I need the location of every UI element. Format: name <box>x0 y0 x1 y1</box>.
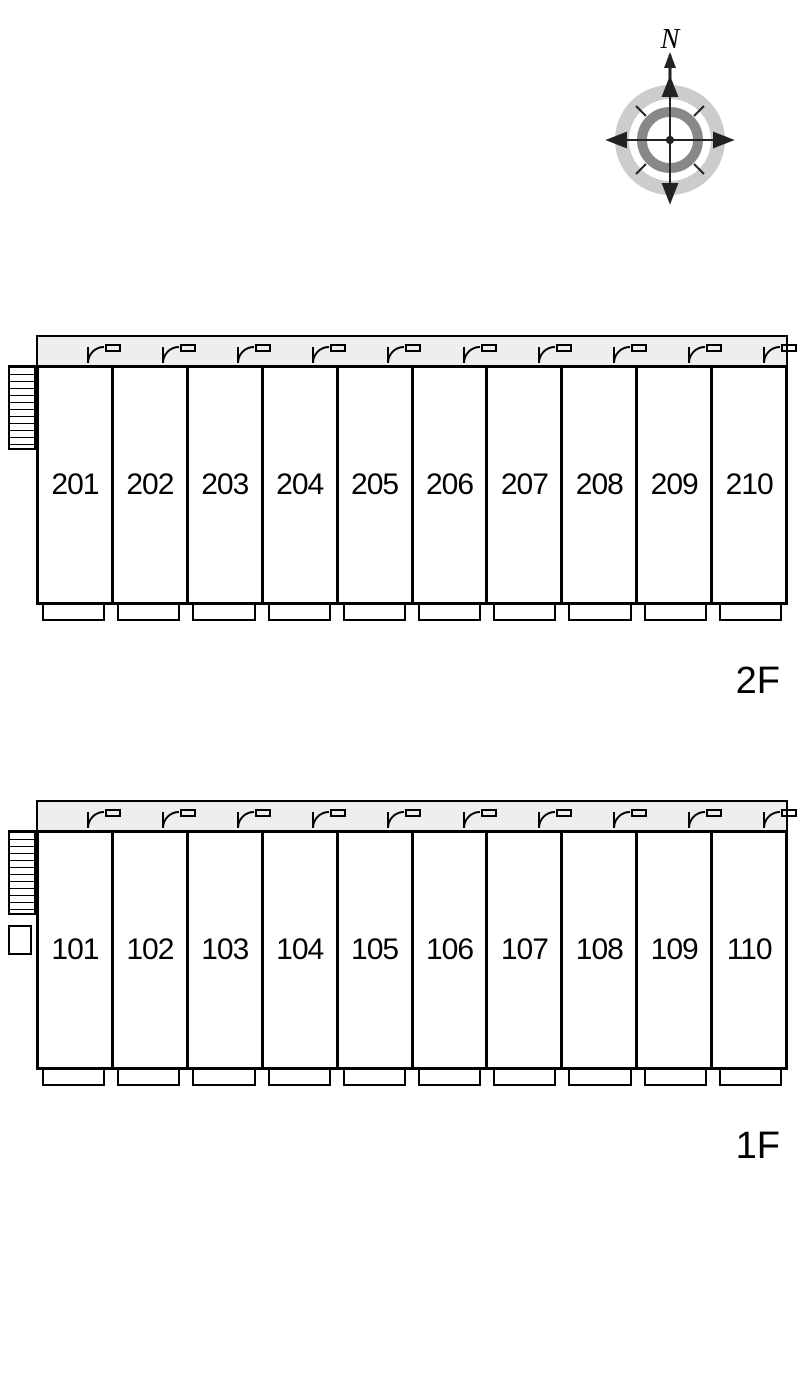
unit-label: 104 <box>276 933 323 967</box>
unit-209: 209 <box>635 365 710 605</box>
unit-206: 206 <box>411 365 486 605</box>
door-icon <box>743 341 800 367</box>
unit-203: 203 <box>186 365 261 605</box>
door-icon <box>66 341 141 367</box>
unit-label: 204 <box>276 468 323 502</box>
unit-label: 210 <box>726 468 773 502</box>
balcony <box>186 1070 261 1088</box>
unit-label: 105 <box>351 933 398 967</box>
door-icon <box>442 806 517 832</box>
unit-label: 108 <box>576 933 623 967</box>
door-icon <box>442 341 517 367</box>
unit-107: 107 <box>485 830 560 1070</box>
unit-207: 207 <box>485 365 560 605</box>
compass-north-label: N <box>660 24 681 55</box>
floor-label-1f: 1F <box>736 1125 780 1168</box>
balcony <box>713 605 788 623</box>
floor-label-2f: 2F <box>736 660 780 703</box>
corridor-2f <box>36 335 788 365</box>
unit-label: 103 <box>201 933 248 967</box>
unit-110: 110 <box>710 830 788 1070</box>
balcony <box>412 1070 487 1088</box>
balcony <box>337 605 412 623</box>
door-icon <box>216 806 291 832</box>
door-icon <box>367 341 442 367</box>
balcony-row-1f <box>36 1070 788 1088</box>
unit-label: 201 <box>51 468 98 502</box>
unit-label: 203 <box>201 468 248 502</box>
floor-plan-2f: 201 202 203 204 205 206 207 208 209 210 <box>8 335 788 623</box>
unit-103: 103 <box>186 830 261 1070</box>
unit-label: 205 <box>351 468 398 502</box>
entry-box-icon <box>8 925 32 955</box>
unit-label: 106 <box>426 933 473 967</box>
door-icon <box>668 341 743 367</box>
unit-105: 105 <box>336 830 411 1070</box>
door-icon <box>668 806 743 832</box>
balcony <box>638 605 713 623</box>
unit-208: 208 <box>560 365 635 605</box>
door-icon <box>517 806 592 832</box>
balcony <box>562 605 637 623</box>
unit-104: 104 <box>261 830 336 1070</box>
unit-106: 106 <box>411 830 486 1070</box>
door-icon <box>66 806 141 832</box>
door-icon <box>592 806 667 832</box>
unit-label: 109 <box>651 933 698 967</box>
balcony <box>487 1070 562 1088</box>
balcony <box>36 605 111 623</box>
balcony <box>262 1070 337 1088</box>
balcony <box>111 1070 186 1088</box>
unit-label: 206 <box>426 468 473 502</box>
units-row-1f: 101 102 103 104 105 106 107 108 109 110 <box>36 830 788 1070</box>
balcony-row-2f <box>36 605 788 623</box>
balcony <box>487 605 562 623</box>
door-icon <box>292 341 367 367</box>
door-icon <box>292 806 367 832</box>
unit-205: 205 <box>336 365 411 605</box>
unit-201: 201 <box>36 365 111 605</box>
balcony <box>111 605 186 623</box>
unit-202: 202 <box>111 365 186 605</box>
unit-label: 202 <box>126 468 173 502</box>
compass-rose: N <box>590 20 750 220</box>
door-icon <box>141 806 216 832</box>
door-icon <box>517 341 592 367</box>
unit-108: 108 <box>560 830 635 1070</box>
balcony <box>562 1070 637 1088</box>
unit-label: 209 <box>651 468 698 502</box>
balcony <box>262 605 337 623</box>
unit-109: 109 <box>635 830 710 1070</box>
unit-210: 210 <box>710 365 788 605</box>
stairs-icon <box>8 365 36 450</box>
unit-101: 101 <box>36 830 111 1070</box>
floor-plan-1f: 101 102 103 104 105 106 107 108 109 110 <box>8 800 788 1088</box>
stairs-icon <box>8 830 36 915</box>
door-icon <box>141 341 216 367</box>
unit-label: 207 <box>501 468 548 502</box>
door-icon <box>216 341 291 367</box>
corridor-1f <box>36 800 788 830</box>
balcony <box>36 1070 111 1088</box>
unit-label: 102 <box>126 933 173 967</box>
balcony <box>186 605 261 623</box>
unit-label: 208 <box>576 468 623 502</box>
balcony <box>412 605 487 623</box>
unit-label: 110 <box>727 933 772 967</box>
balcony <box>713 1070 788 1088</box>
door-icon <box>592 341 667 367</box>
units-row-2f: 201 202 203 204 205 206 207 208 209 210 <box>36 365 788 605</box>
door-icon <box>367 806 442 832</box>
door-icon <box>743 806 800 832</box>
unit-label: 101 <box>51 933 98 967</box>
unit-label: 107 <box>501 933 548 967</box>
unit-102: 102 <box>111 830 186 1070</box>
unit-204: 204 <box>261 365 336 605</box>
balcony <box>638 1070 713 1088</box>
balcony <box>337 1070 412 1088</box>
